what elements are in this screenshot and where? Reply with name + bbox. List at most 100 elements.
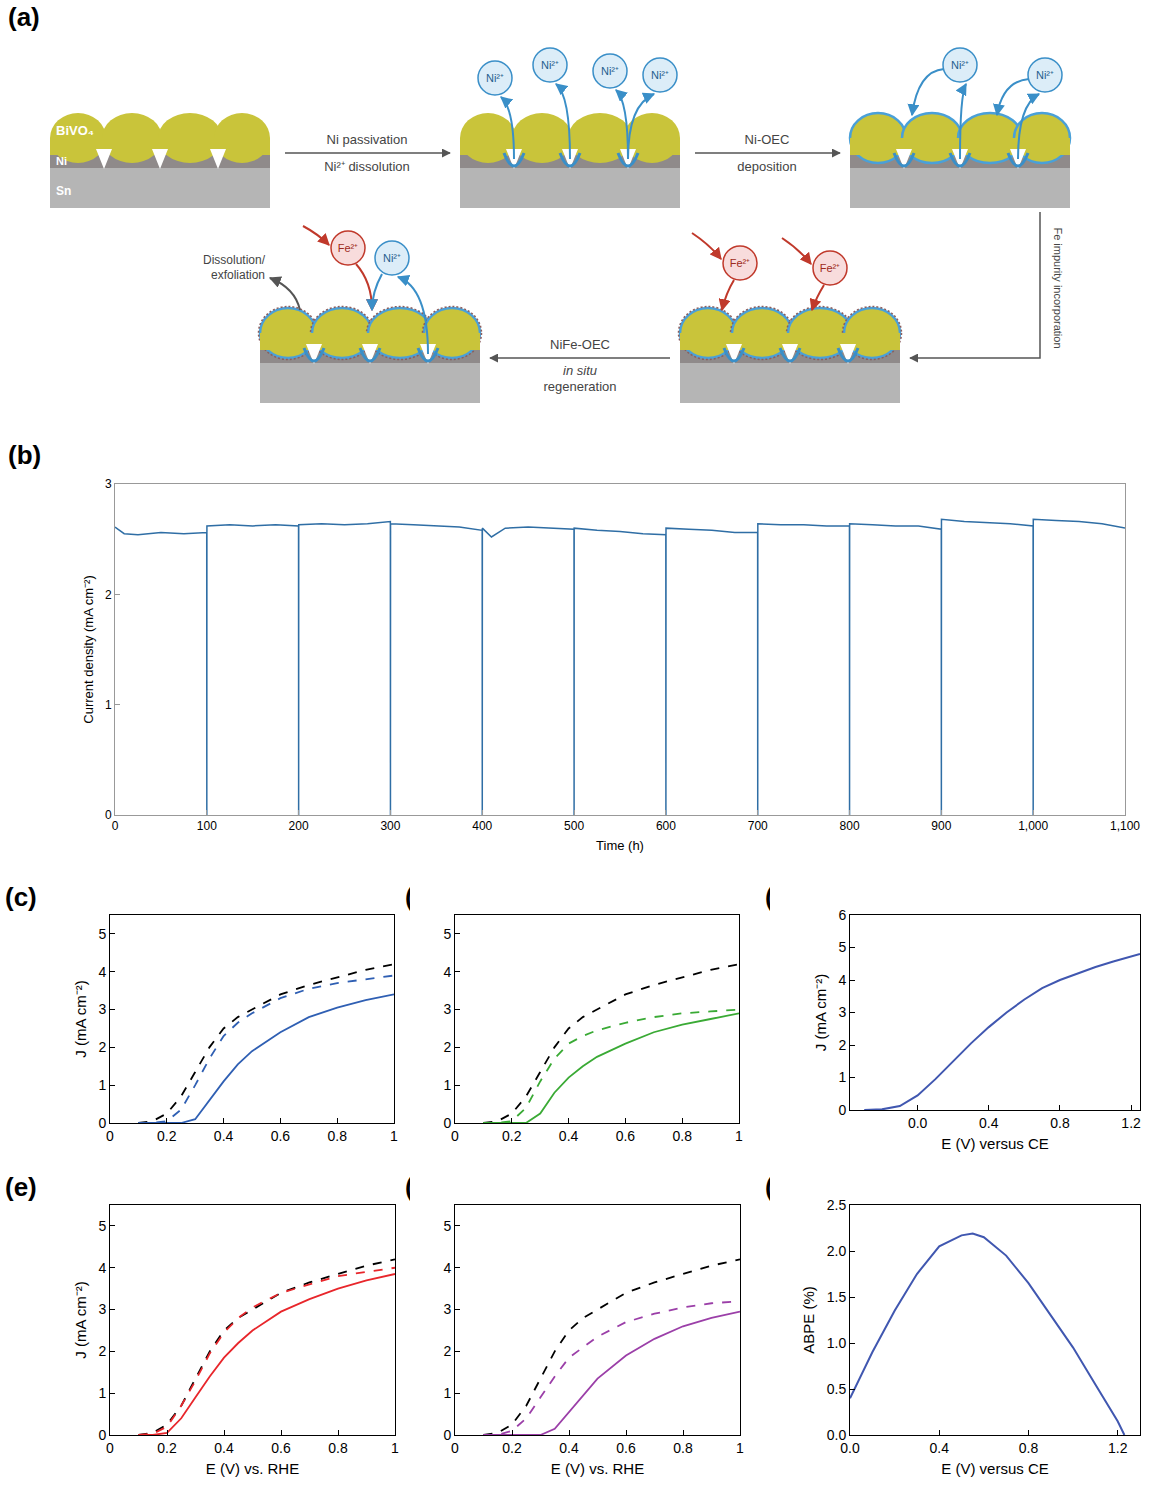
svg-text:deposition: deposition bbox=[737, 159, 796, 174]
svg-text:0.8: 0.8 bbox=[328, 1440, 348, 1456]
svg-text:900: 900 bbox=[931, 819, 951, 833]
svg-text:0.5: 0.5 bbox=[827, 1381, 847, 1397]
svg-text:Ni²⁺: Ni²⁺ bbox=[951, 59, 969, 71]
svg-text:Current density (mA cm⁻²): Current density (mA cm⁻²) bbox=[81, 575, 96, 723]
svg-text:1: 1 bbox=[443, 1077, 451, 1093]
svg-text:J (mA cm⁻²): J (mA cm⁻²) bbox=[72, 1281, 89, 1359]
svg-text:Ni passivation: Ni passivation bbox=[327, 132, 408, 147]
svg-text:0.2: 0.2 bbox=[157, 1440, 177, 1456]
svg-text:Ni²⁺: Ni²⁺ bbox=[486, 72, 504, 84]
svg-text:Fe²⁺: Fe²⁺ bbox=[338, 242, 359, 254]
svg-text:E (V) versus CE: E (V) versus CE bbox=[941, 1135, 1049, 1152]
svg-text:700: 700 bbox=[748, 819, 768, 833]
svg-text:0.0: 0.0 bbox=[827, 1427, 847, 1443]
svg-text:0.8: 0.8 bbox=[672, 1128, 692, 1144]
svg-text:E (V) versus CE: E (V) versus CE bbox=[941, 1460, 1049, 1477]
svg-text:Ni²⁺: Ni²⁺ bbox=[651, 69, 669, 81]
svg-text:0.6: 0.6 bbox=[271, 1440, 291, 1456]
svg-text:6: 6 bbox=[838, 907, 846, 923]
svg-text:3: 3 bbox=[443, 1001, 451, 1017]
svg-text:0.0: 0.0 bbox=[908, 1115, 928, 1131]
svg-text:in situ: in situ bbox=[563, 363, 597, 378]
svg-text:BiVO₄: BiVO₄ bbox=[56, 123, 94, 138]
svg-text:0.4: 0.4 bbox=[214, 1128, 234, 1144]
svg-text:4: 4 bbox=[98, 964, 106, 980]
svg-text:100: 100 bbox=[197, 819, 217, 833]
svg-text:4: 4 bbox=[98, 1260, 106, 1276]
svg-text:5: 5 bbox=[443, 1218, 451, 1234]
svg-text:Ni²⁺: Ni²⁺ bbox=[383, 252, 401, 264]
svg-text:300: 300 bbox=[380, 819, 400, 833]
svg-text:Ni-OEC: Ni-OEC bbox=[745, 132, 790, 147]
svg-text:0: 0 bbox=[451, 1440, 459, 1456]
svg-text:0.4: 0.4 bbox=[979, 1115, 999, 1131]
svg-text:0.4: 0.4 bbox=[929, 1440, 949, 1456]
svg-text:600: 600 bbox=[656, 819, 676, 833]
svg-text:1: 1 bbox=[443, 1385, 451, 1401]
svg-text:Fe impurity incorporation: Fe impurity incorporation bbox=[1052, 227, 1064, 348]
svg-text:1: 1 bbox=[736, 1440, 744, 1456]
svg-text:0.8: 0.8 bbox=[1050, 1115, 1070, 1131]
svg-text:0: 0 bbox=[106, 1128, 114, 1144]
svg-text:0.4: 0.4 bbox=[559, 1128, 579, 1144]
svg-text:Fe²⁺: Fe²⁺ bbox=[730, 257, 751, 269]
svg-text:0.6: 0.6 bbox=[616, 1128, 636, 1144]
svg-text:5: 5 bbox=[98, 926, 106, 942]
svg-text:2: 2 bbox=[98, 1343, 106, 1359]
svg-text:Sn: Sn bbox=[56, 184, 71, 198]
svg-text:Ni²⁺: Ni²⁺ bbox=[1036, 69, 1054, 81]
svg-text:0: 0 bbox=[106, 1440, 114, 1456]
svg-text:0.0: 0.0 bbox=[840, 1440, 860, 1456]
svg-text:2.0: 2.0 bbox=[827, 1243, 847, 1259]
svg-text:0: 0 bbox=[838, 1102, 846, 1118]
svg-text:1.0: 1.0 bbox=[827, 1335, 847, 1351]
svg-text:0: 0 bbox=[105, 808, 112, 822]
svg-text:0: 0 bbox=[98, 1427, 106, 1443]
svg-text:ABPE (%): ABPE (%) bbox=[800, 1286, 817, 1354]
svg-text:3: 3 bbox=[105, 477, 112, 491]
svg-text:1: 1 bbox=[105, 698, 112, 712]
svg-text:0.4: 0.4 bbox=[214, 1440, 234, 1456]
svg-text:3: 3 bbox=[98, 1001, 106, 1017]
svg-text:0.4: 0.4 bbox=[559, 1440, 579, 1456]
svg-text:1: 1 bbox=[98, 1077, 106, 1093]
svg-text:1: 1 bbox=[390, 1128, 398, 1144]
svg-text:Ni²⁺ dissolution: Ni²⁺ dissolution bbox=[324, 159, 410, 174]
svg-text:5: 5 bbox=[838, 939, 846, 955]
svg-text:2: 2 bbox=[443, 1039, 451, 1055]
svg-text:0.6: 0.6 bbox=[616, 1440, 636, 1456]
svg-text:3: 3 bbox=[98, 1301, 106, 1317]
svg-text:200: 200 bbox=[289, 819, 309, 833]
svg-text:500: 500 bbox=[564, 819, 584, 833]
svg-text:0.8: 0.8 bbox=[673, 1440, 693, 1456]
svg-text:4: 4 bbox=[443, 1260, 451, 1276]
svg-text:0.2: 0.2 bbox=[157, 1128, 177, 1144]
svg-text:1: 1 bbox=[735, 1128, 743, 1144]
svg-text:0: 0 bbox=[112, 819, 119, 833]
svg-text:Dissolution/: Dissolution/ bbox=[203, 253, 266, 267]
svg-text:Fe²⁺: Fe²⁺ bbox=[820, 262, 841, 274]
svg-text:2: 2 bbox=[105, 588, 112, 602]
svg-text:5: 5 bbox=[443, 926, 451, 942]
svg-text:400: 400 bbox=[472, 819, 492, 833]
svg-text:1: 1 bbox=[391, 1440, 399, 1456]
svg-text:E (V) vs. RHE: E (V) vs. RHE bbox=[551, 1460, 644, 1477]
svg-text:1.2: 1.2 bbox=[1108, 1440, 1128, 1456]
svg-text:1: 1 bbox=[838, 1069, 846, 1085]
svg-text:3: 3 bbox=[838, 1004, 846, 1020]
svg-text:Ni²⁺: Ni²⁺ bbox=[541, 59, 559, 71]
svg-text:J (mA cm⁻²): J (mA cm⁻²) bbox=[72, 980, 89, 1058]
svg-text:800: 800 bbox=[840, 819, 860, 833]
svg-text:1,000: 1,000 bbox=[1018, 819, 1048, 833]
svg-text:1.5: 1.5 bbox=[827, 1289, 847, 1305]
svg-text:Time (h): Time (h) bbox=[596, 838, 644, 853]
svg-text:0: 0 bbox=[443, 1115, 451, 1131]
svg-text:0: 0 bbox=[451, 1128, 459, 1144]
svg-text:1: 1 bbox=[98, 1385, 106, 1401]
svg-text:0: 0 bbox=[443, 1427, 451, 1443]
svg-text:Ni: Ni bbox=[56, 155, 67, 167]
svg-text:5: 5 bbox=[98, 1218, 106, 1234]
svg-text:2: 2 bbox=[443, 1343, 451, 1359]
svg-text:0.2: 0.2 bbox=[502, 1440, 522, 1456]
svg-text:2: 2 bbox=[838, 1037, 846, 1053]
